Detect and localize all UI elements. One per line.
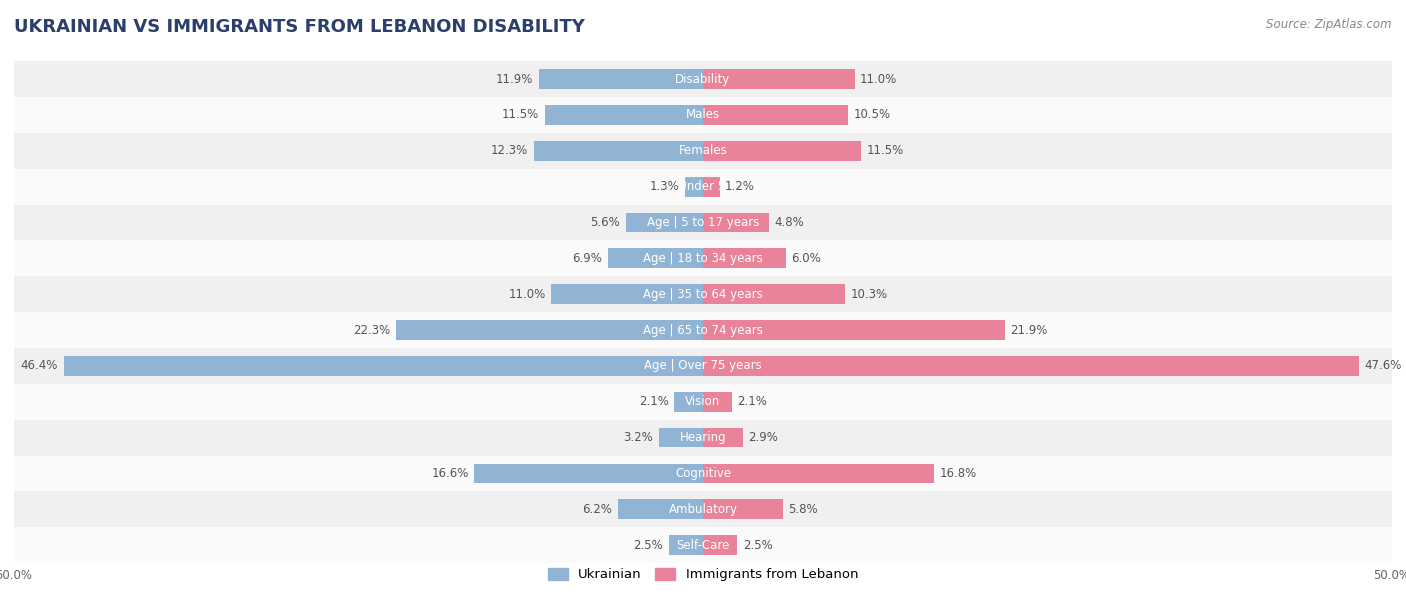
Legend: Ukrainian, Immigrants from Lebanon: Ukrainian, Immigrants from Lebanon	[543, 562, 863, 586]
Text: 1.2%: 1.2%	[725, 180, 755, 193]
Text: 2.1%: 2.1%	[638, 395, 669, 408]
Bar	[63, 356, 703, 376]
Text: Females: Females	[679, 144, 727, 157]
Bar	[14, 97, 1392, 133]
Text: 3.2%: 3.2%	[624, 431, 654, 444]
Bar	[14, 527, 1392, 563]
Text: 10.3%: 10.3%	[851, 288, 887, 300]
Text: 2.5%: 2.5%	[742, 539, 773, 551]
Text: UKRAINIAN VS IMMIGRANTS FROM LEBANON DISABILITY: UKRAINIAN VS IMMIGRANTS FROM LEBANON DIS…	[14, 18, 585, 36]
Text: 5.8%: 5.8%	[789, 503, 818, 516]
Bar	[544, 105, 703, 125]
Text: 2.9%: 2.9%	[748, 431, 779, 444]
Bar	[14, 455, 1392, 491]
Bar	[703, 105, 848, 125]
Text: Ambulatory: Ambulatory	[668, 503, 738, 516]
Bar	[14, 169, 1392, 204]
Bar	[14, 491, 1392, 527]
Bar	[703, 69, 855, 89]
Text: 11.5%: 11.5%	[502, 108, 538, 121]
Bar	[14, 133, 1392, 169]
Bar	[551, 285, 703, 304]
Bar	[626, 212, 703, 233]
Text: 11.9%: 11.9%	[496, 73, 533, 86]
Bar	[703, 463, 935, 483]
Text: Age | 35 to 64 years: Age | 35 to 64 years	[643, 288, 763, 300]
Bar	[685, 177, 703, 196]
Text: 47.6%: 47.6%	[1364, 359, 1402, 372]
Text: Source: ZipAtlas.com: Source: ZipAtlas.com	[1267, 18, 1392, 31]
Bar	[14, 241, 1392, 276]
Bar	[703, 212, 769, 233]
Text: Cognitive: Cognitive	[675, 467, 731, 480]
Text: 6.0%: 6.0%	[792, 252, 821, 265]
Text: 6.2%: 6.2%	[582, 503, 612, 516]
Bar	[14, 420, 1392, 455]
Text: Disability: Disability	[675, 73, 731, 86]
Bar	[703, 499, 783, 519]
Bar	[14, 348, 1392, 384]
Bar	[533, 141, 703, 161]
Bar	[673, 392, 703, 412]
Bar	[14, 384, 1392, 420]
Bar	[703, 285, 845, 304]
Text: 11.0%: 11.0%	[860, 73, 897, 86]
Text: 11.5%: 11.5%	[868, 144, 904, 157]
Text: Vision: Vision	[685, 395, 721, 408]
Bar	[617, 499, 703, 519]
Text: 10.5%: 10.5%	[853, 108, 890, 121]
Text: Age | Under 5 years: Age | Under 5 years	[644, 180, 762, 193]
Text: Age | 18 to 34 years: Age | 18 to 34 years	[643, 252, 763, 265]
Bar	[703, 428, 742, 447]
Bar	[538, 69, 703, 89]
Bar	[659, 428, 703, 447]
Bar	[703, 248, 786, 268]
Text: 1.3%: 1.3%	[650, 180, 679, 193]
Bar	[703, 536, 738, 555]
Bar	[14, 312, 1392, 348]
Text: Males: Males	[686, 108, 720, 121]
Bar	[14, 204, 1392, 241]
Text: 6.9%: 6.9%	[572, 252, 602, 265]
Bar	[669, 536, 703, 555]
Text: 2.1%: 2.1%	[738, 395, 768, 408]
Text: 4.8%: 4.8%	[775, 216, 804, 229]
Text: 16.8%: 16.8%	[941, 467, 977, 480]
Bar	[607, 248, 703, 268]
Bar	[14, 61, 1392, 97]
Text: Hearing: Hearing	[679, 431, 727, 444]
Text: 16.6%: 16.6%	[432, 467, 468, 480]
Text: Self-Care: Self-Care	[676, 539, 730, 551]
Bar	[395, 320, 703, 340]
Text: Age | 5 to 17 years: Age | 5 to 17 years	[647, 216, 759, 229]
Text: 12.3%: 12.3%	[491, 144, 529, 157]
Bar	[703, 356, 1358, 376]
Bar	[703, 177, 720, 196]
Bar	[474, 463, 703, 483]
Text: Age | 65 to 74 years: Age | 65 to 74 years	[643, 324, 763, 337]
Text: 46.4%: 46.4%	[21, 359, 58, 372]
Bar	[703, 141, 862, 161]
Bar	[703, 320, 1005, 340]
Bar	[14, 276, 1392, 312]
Text: 22.3%: 22.3%	[353, 324, 391, 337]
Text: Age | Over 75 years: Age | Over 75 years	[644, 359, 762, 372]
Text: 11.0%: 11.0%	[509, 288, 546, 300]
Text: 5.6%: 5.6%	[591, 216, 620, 229]
Bar	[703, 392, 733, 412]
Text: 2.5%: 2.5%	[633, 539, 664, 551]
Text: 21.9%: 21.9%	[1011, 324, 1047, 337]
